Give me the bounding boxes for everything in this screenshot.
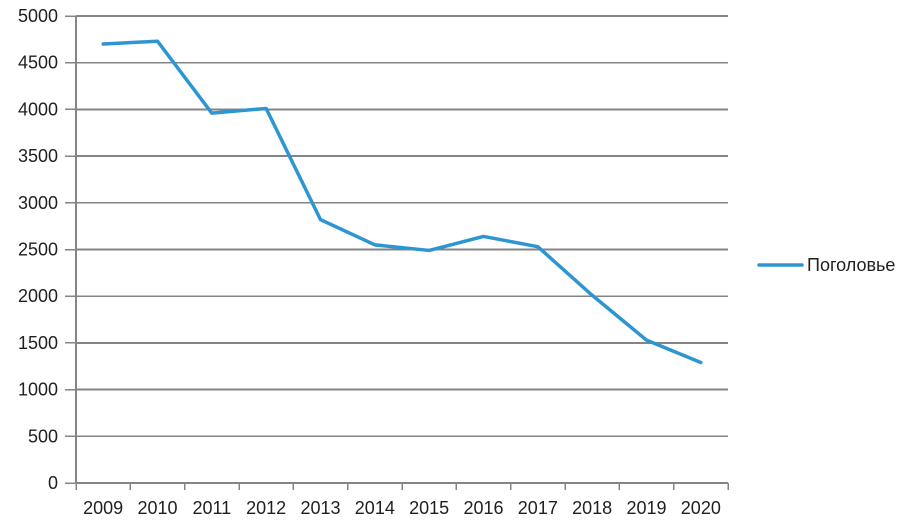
x-axis-tick-label: 2018 bbox=[572, 498, 612, 518]
y-axis-tick-label: 2500 bbox=[18, 240, 58, 260]
y-axis-tick-label: 4500 bbox=[18, 53, 58, 73]
x-axis-tick-label: 2014 bbox=[355, 498, 395, 518]
x-axis-tick-label: 2011 bbox=[192, 498, 231, 518]
x-axis-tick-label: 2020 bbox=[681, 498, 721, 518]
y-axis-tick-label: 1500 bbox=[18, 333, 58, 353]
x-axis-tick-label: 2017 bbox=[518, 498, 558, 518]
y-axis-tick-label: 0 bbox=[48, 473, 58, 493]
y-axis-tick-label: 500 bbox=[28, 426, 58, 446]
y-axis-tick-label: 3000 bbox=[18, 193, 58, 213]
x-axis-tick-label: 2013 bbox=[300, 498, 340, 518]
y-axis-tick-label: 1000 bbox=[18, 380, 58, 400]
x-axis-tick-label: 2019 bbox=[626, 498, 666, 518]
legend-label: Поголовье bbox=[807, 255, 896, 275]
x-axis-tick-label: 2016 bbox=[463, 498, 503, 518]
y-axis-tick-label: 2000 bbox=[18, 286, 58, 306]
y-axis-tick-label: 5000 bbox=[18, 6, 58, 26]
legend: Поголовье bbox=[757, 252, 895, 278]
series-line-Поголовье bbox=[101, 39, 703, 365]
x-axis-tick-label: 2015 bbox=[409, 498, 449, 518]
x-axis-tick-label: 2012 bbox=[246, 498, 286, 518]
y-axis-tick-label: 3500 bbox=[18, 146, 58, 166]
legend-line-swatch bbox=[757, 263, 804, 267]
x-axis-tick-label: 2009 bbox=[83, 498, 123, 518]
x-axis-tick-label: 2010 bbox=[137, 498, 177, 518]
y-axis-tick-label: 4000 bbox=[18, 99, 58, 119]
